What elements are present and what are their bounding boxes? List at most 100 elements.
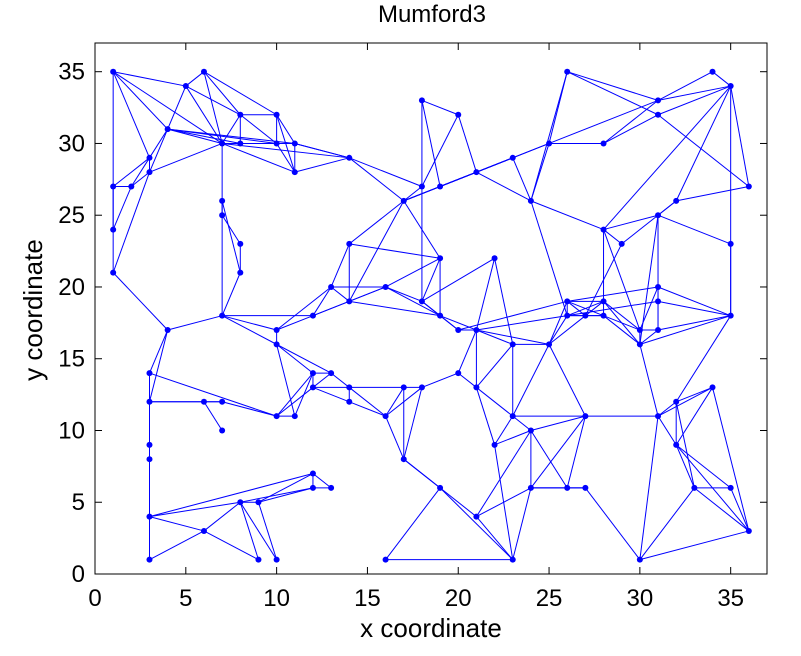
edge-17: [276, 114, 296, 144]
edge-212: [494, 415, 514, 446]
node-33: [655, 97, 662, 104]
y-tick-label: 0: [72, 561, 85, 588]
edge-131: [439, 315, 477, 331]
y-axis-ticks: 0 5 10 15 20 25 30 35: [58, 59, 767, 588]
node-104: [309, 470, 316, 477]
node-110: [437, 484, 444, 491]
node-94: [673, 398, 680, 405]
node-34: [655, 111, 662, 118]
edge-210: [476, 387, 514, 417]
node-10: [219, 140, 226, 147]
node-118: [727, 484, 734, 491]
edge-59: [403, 186, 423, 202]
edge-144: [512, 344, 550, 417]
y-axis-label: y coordinate: [18, 239, 48, 381]
node-0: [110, 68, 117, 75]
node-1: [200, 68, 207, 75]
edge-196: [312, 372, 332, 388]
node-100: [146, 556, 153, 563]
edge-69: [476, 171, 532, 202]
node-99: [146, 513, 153, 520]
node-91: [400, 456, 407, 463]
edge-183: [149, 372, 277, 417]
edge-72: [403, 157, 513, 202]
node-72: [146, 398, 153, 405]
edge-15: [239, 114, 277, 144]
node-95: [673, 441, 680, 448]
edge-275: [294, 157, 350, 173]
node-19: [237, 240, 244, 247]
edge-122: [385, 286, 423, 302]
edge-203: [349, 401, 386, 417]
node-67: [655, 327, 662, 334]
edge-265: [584, 487, 641, 560]
edge-115: [330, 243, 350, 288]
edge-88: [675, 85, 732, 202]
edge-95: [657, 214, 731, 245]
edge-217: [530, 415, 586, 431]
edge-268: [639, 530, 749, 561]
node-78: [309, 370, 316, 377]
edge-211: [475, 387, 496, 445]
edge-137: [494, 258, 514, 345]
edge-258: [439, 487, 514, 561]
node-80: [328, 370, 335, 377]
edge-1: [112, 71, 169, 130]
edge-9: [167, 85, 187, 130]
edge-4: [112, 71, 223, 144]
edge-163: [639, 329, 659, 345]
node-86: [455, 370, 462, 377]
node-16: [110, 269, 117, 276]
node-20: [237, 269, 244, 276]
node-56: [473, 327, 480, 334]
edge-102: [149, 329, 169, 402]
edge-153: [585, 300, 604, 317]
node-65: [636, 327, 643, 334]
node-40: [655, 212, 662, 219]
edge-layer: [112, 71, 750, 561]
node-43: [164, 327, 171, 334]
edge-82: [603, 100, 659, 144]
node-15: [110, 226, 117, 233]
edge-244: [239, 502, 259, 560]
node-107: [255, 556, 262, 563]
node-11: [237, 140, 244, 147]
edge-132: [475, 258, 496, 331]
edge-198: [312, 386, 350, 403]
edge-240: [149, 530, 205, 561]
edge-143: [548, 315, 586, 345]
x-tick-label: 30: [627, 585, 654, 612]
edge-140: [476, 344, 514, 388]
y-tick-label: 5: [72, 489, 85, 516]
edge-77: [548, 71, 568, 144]
edge-259: [476, 516, 514, 560]
edge-158: [603, 315, 641, 331]
edge-267: [639, 487, 695, 560]
edge-230: [675, 387, 713, 446]
edge-208: [421, 372, 459, 388]
node-111: [473, 513, 480, 520]
edge-223: [566, 416, 586, 489]
node-82: [346, 398, 353, 405]
edge-241: [203, 501, 241, 532]
node-46: [273, 341, 280, 348]
edge-90: [676, 186, 749, 202]
node-69: [655, 298, 662, 305]
edge-178: [584, 243, 623, 316]
edge-123: [385, 286, 441, 317]
node-37: [745, 183, 752, 190]
edge-83: [657, 71, 713, 101]
edge-228: [676, 386, 713, 403]
edge-135: [457, 329, 477, 374]
edge-32: [149, 142, 223, 173]
y-tick-label: 20: [58, 274, 85, 301]
edge-168: [657, 315, 731, 331]
edge-75: [530, 71, 568, 202]
edge-57: [421, 114, 459, 187]
edge-87: [730, 85, 750, 187]
node-17: [219, 197, 226, 204]
edge-193: [294, 372, 314, 417]
node-75: [219, 427, 226, 434]
node-48: [328, 283, 335, 290]
edge-142: [548, 315, 568, 345]
